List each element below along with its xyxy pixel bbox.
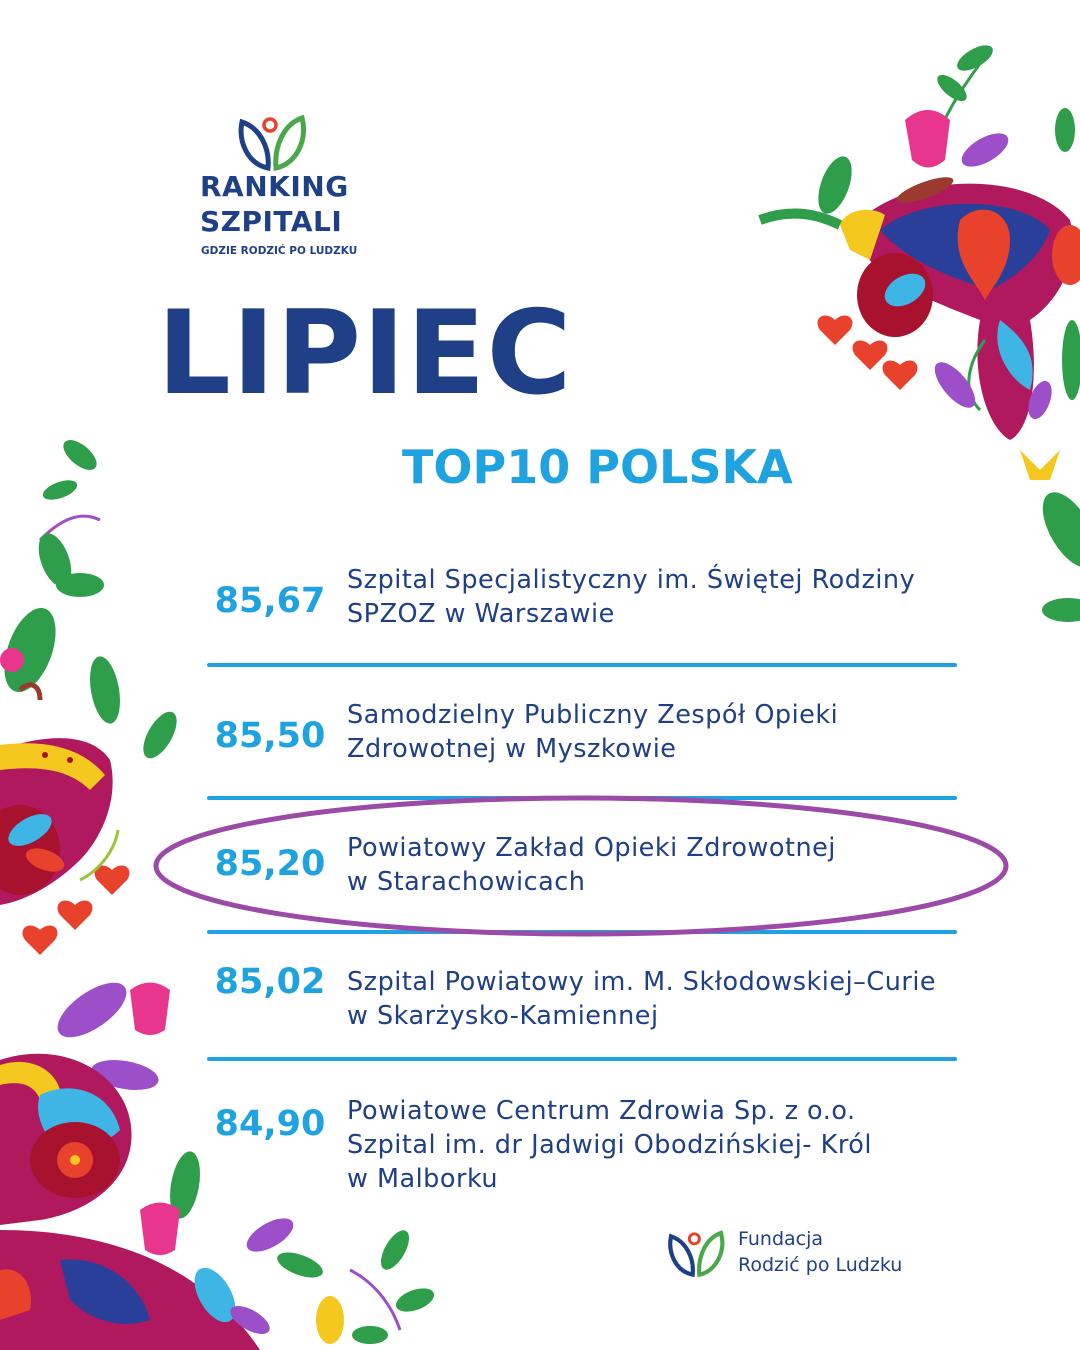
foundation-logo: Fundacja Rodzić po Ludzku	[664, 1224, 924, 1284]
hospital-name-line: Samodzielny Publiczny Zespół Opieki	[347, 700, 839, 730]
top-right-floral-illustration	[758, 45, 1080, 622]
hospital-name-line: Powiatowe Centrum Zdrowia Sp. z o.o.	[347, 1096, 856, 1126]
highlight-oval	[153, 795, 1009, 937]
score: 85,67	[214, 581, 326, 621]
hospital-name: Powiatowe Centrum Zdrowia Sp. z o.o. Szp…	[347, 1094, 987, 1196]
subtitle: TOP10 POLSKA	[402, 440, 793, 494]
hospital-name-line: w Starachowicach	[347, 867, 586, 897]
score: 85,50	[214, 716, 326, 756]
score: 84,90	[214, 1104, 326, 1144]
hospital-name: Samodzielny Publiczny Zespół Opieki Zdro…	[347, 698, 987, 766]
score: 85,20	[214, 844, 326, 884]
hospital-name: Szpital Powiatowy im. M. Skłodowskiej–Cu…	[347, 965, 987, 1033]
logo-title-line1: RANKING	[200, 170, 349, 203]
hospital-name-line: Szpital im. dr Jadwigi Obodzińskiej- Kró…	[347, 1130, 872, 1160]
score: 85,02	[214, 962, 326, 1002]
tulip-leaves-icon	[668, 1230, 725, 1278]
hospital-name-line: Zdrowotnej w Myszkowie	[347, 734, 677, 764]
logo-tagline: GDZIE RODZIĆ PO LUDZKU	[201, 245, 358, 257]
tulip-leaves-icon	[238, 114, 306, 172]
hospital-name-line: Szpital Powiatowy im. M. Skłodowskiej–Cu…	[347, 967, 937, 997]
foundation-name-line2: Rodzić po Ludzku	[738, 1254, 903, 1276]
hospital-name-line: SPZOZ w Warszawie	[347, 599, 615, 629]
hospital-name-line: w Skarżysko-Kamiennej	[347, 1001, 659, 1031]
hospital-name: Szpital Specjalistyczny im. Świętej Rodz…	[347, 563, 987, 631]
month-title: LIPIEC	[157, 286, 573, 421]
bottom-left-floral-illustration	[0, 982, 435, 1350]
left-floral-illustration	[0, 440, 177, 955]
row-divider	[207, 1057, 957, 1061]
foundation-name-line1: Fundacja	[738, 1228, 824, 1250]
hospital-name-line: Powiatowy Zakład Opieki Zdrowotnej	[347, 833, 836, 863]
logo-title-line2: SZPITALI	[200, 205, 343, 238]
hospital-name: Powiatowy Zakład Opieki Zdrowotnej w Sta…	[347, 831, 987, 899]
hospital-name-line: w Malborku	[347, 1164, 499, 1194]
row-divider	[207, 663, 957, 667]
hospital-name-line: Szpital Specjalistyczny im. Świętej Rodz…	[347, 565, 916, 595]
